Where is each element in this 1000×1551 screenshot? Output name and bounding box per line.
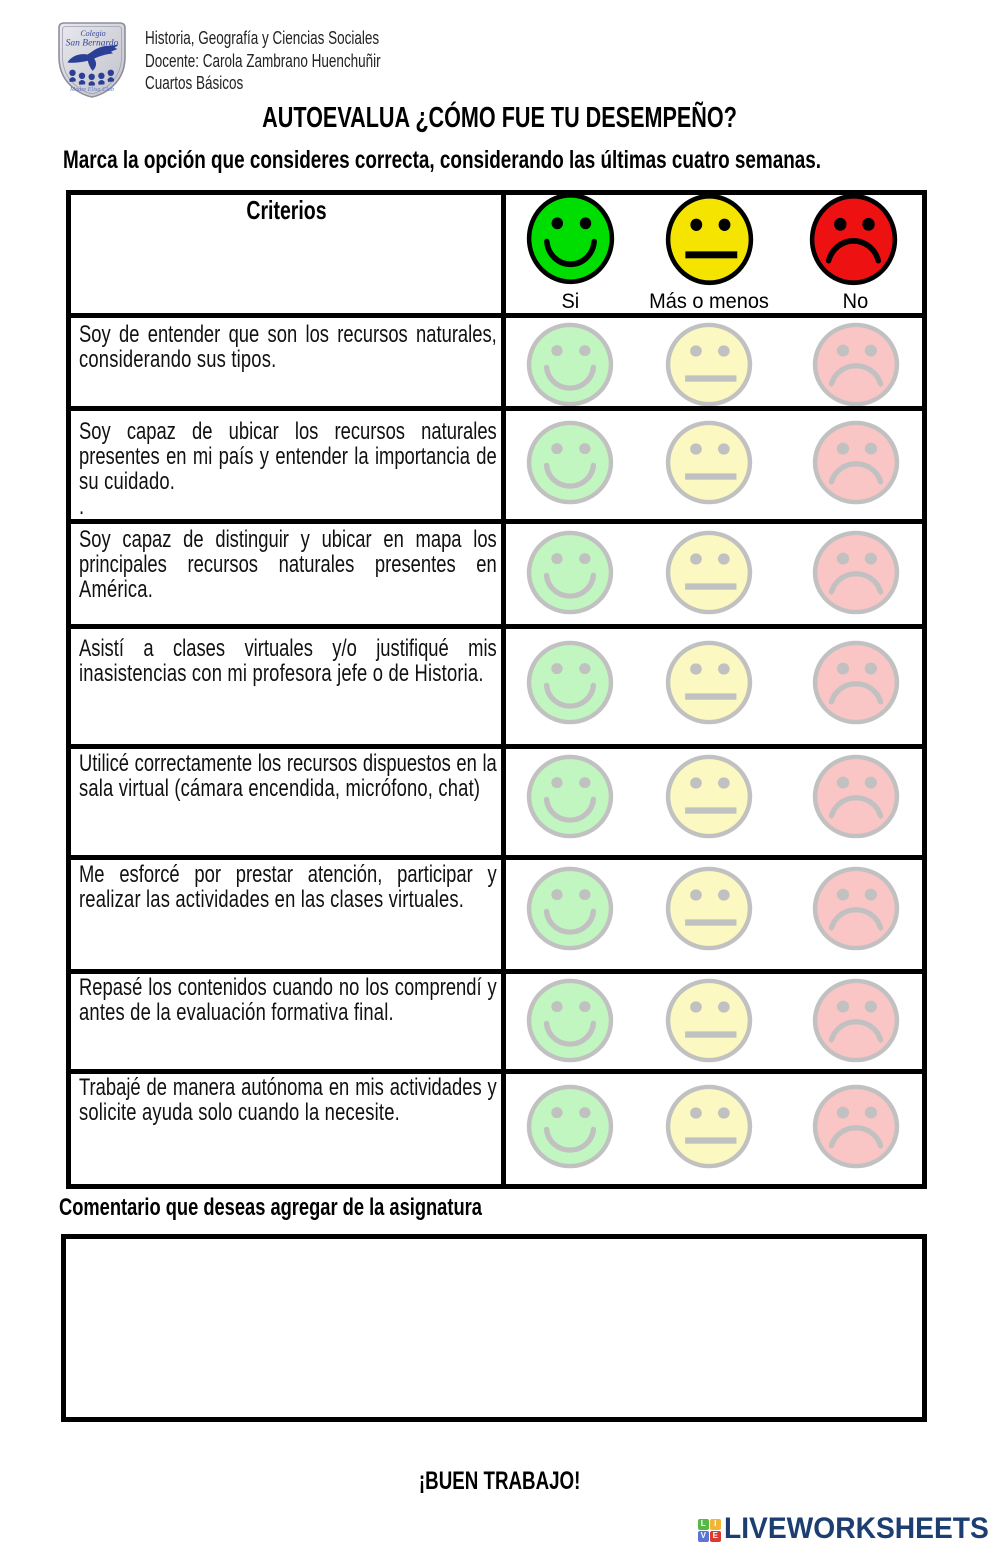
svg-text:Colegio: Colegio	[80, 29, 105, 38]
svg-text:San Bernardo: San Bernardo	[66, 39, 119, 49]
svg-text:Madre Elisa Club: Madre Elisa Club	[69, 87, 114, 93]
